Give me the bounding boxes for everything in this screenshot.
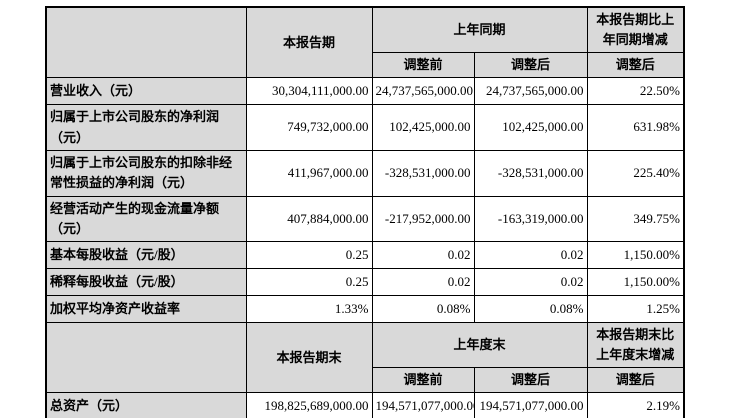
cell-value: 24,737,565,000.00 (371, 77, 475, 106)
cell-value: 1,150.00% (586, 240, 685, 269)
row-label: 归属于上市公司股东的净利润（元） (45, 104, 247, 151)
row-label: 经营活动产生的现金流量净额（元） (45, 195, 247, 242)
cell-value: -328,531,000.00 (371, 149, 475, 197)
cell-value: 22.50% (586, 77, 685, 106)
row-label: 总资产（元） (45, 392, 247, 418)
cell-value: 102,425,000.00 (371, 104, 475, 151)
cell-value: 0.25 (245, 240, 373, 269)
table-row: 稀释每股收益（元/股） 0.25 0.02 0.02 1,150.00% (45, 267, 685, 296)
header-prior-period-group: 上年同期 (371, 6, 588, 54)
cell-value: 1,150.00% (586, 267, 685, 296)
cell-value: 225.40% (586, 149, 685, 197)
row-label: 营业收入（元） (45, 77, 247, 106)
cell-value: -328,531,000.00 (473, 149, 588, 197)
table-row: 经营活动产生的现金流量净额（元） 407,884,000.00 -217,952… (45, 195, 685, 242)
row-label: 基本每股收益（元/股） (45, 240, 247, 269)
header-change-sub: 调整后 (586, 52, 685, 79)
section1-header-row-top: 本报告期 上年同期 本报告期比上年同期增减 (45, 6, 685, 79)
cell-value: 2.19% (586, 392, 685, 418)
header-current-period-end: 本报告期末 (245, 321, 373, 394)
cell-value: 30,304,111,000.00 (245, 77, 373, 106)
cell-value: 1.33% (245, 294, 373, 323)
table-row: 加权平均净资产收益率 1.33% 0.08% 0.08% 1.25% (45, 294, 685, 323)
cell-value: 198,825,689,000.00 (245, 392, 373, 418)
cell-value: 0.02 (473, 267, 588, 296)
header-prior-year-end-group: 上年度末 (371, 321, 588, 369)
row-label: 稀释每股收益（元/股） (45, 267, 247, 296)
cell-value: 411,967,000.00 (245, 149, 373, 197)
header-change-sub: 调整后 (586, 367, 685, 394)
header-after-adjust: 调整后 (473, 52, 588, 79)
cell-value: 102,425,000.00 (473, 104, 588, 151)
cell-value: 194,571,077,000.00 (473, 392, 588, 418)
header-before-adjust: 调整前 (371, 52, 475, 79)
cell-value: 631.98% (586, 104, 685, 151)
cell-value: 194,571,077,000.00 (371, 392, 475, 418)
cell-value: 0.02 (473, 240, 588, 269)
cell-value: 349.75% (586, 195, 685, 242)
header-after-adjust: 调整后 (473, 367, 588, 394)
row-label: 归属于上市公司股东的扣除非经常性损益的净利润（元） (45, 149, 247, 197)
cell-value: 0.25 (245, 267, 373, 296)
financial-summary-table: 本报告期 上年同期 本报告期比上年同期增减 调整前 调整后 调整后 营业收入（元… (45, 6, 686, 418)
table-row: 基本每股收益（元/股） 0.25 0.02 0.02 1,150.00% (45, 240, 685, 269)
row-label: 加权平均净资产收益率 (45, 294, 247, 323)
cell-value: -163,319,000.00 (473, 195, 588, 242)
cell-value: 749,732,000.00 (245, 104, 373, 151)
cell-value: 1.25% (586, 294, 685, 323)
cell-value: 407,884,000.00 (245, 195, 373, 242)
cell-value: 24,737,565,000.00 (473, 77, 588, 106)
table-row: 营业收入（元） 30,304,111,000.00 24,737,565,000… (45, 77, 685, 106)
cell-value: 0.02 (371, 267, 475, 296)
section2-header-row-top: 本报告期末 上年度末 本报告期末比上年度末增减 (45, 321, 685, 394)
cell-value: -217,952,000.00 (371, 195, 475, 242)
table-row: 归属于上市公司股东的扣除非经常性损益的净利润（元） 411,967,000.00… (45, 149, 685, 197)
corner-cell (45, 321, 247, 394)
table-row: 归属于上市公司股东的净利润（元） 749,732,000.00 102,425,… (45, 104, 685, 151)
cell-value: 0.02 (371, 240, 475, 269)
corner-cell (45, 6, 247, 79)
table-row: 总资产（元） 198,825,689,000.00 194,571,077,00… (45, 392, 685, 418)
header-current-period: 本报告期 (245, 6, 373, 79)
cell-value: 0.08% (371, 294, 475, 323)
section2-header-row-sub: 调整前 调整后 调整后 (46, 367, 685, 394)
header-change-group: 本报告期比上年同期增减 (586, 6, 685, 54)
cell-value: 0.08% (473, 294, 588, 323)
header-before-adjust: 调整前 (371, 367, 475, 394)
header-change-group: 本报告期末比上年度末增减 (586, 321, 685, 369)
section1-header-row-sub: 调整前 调整后 调整后 (46, 52, 685, 79)
